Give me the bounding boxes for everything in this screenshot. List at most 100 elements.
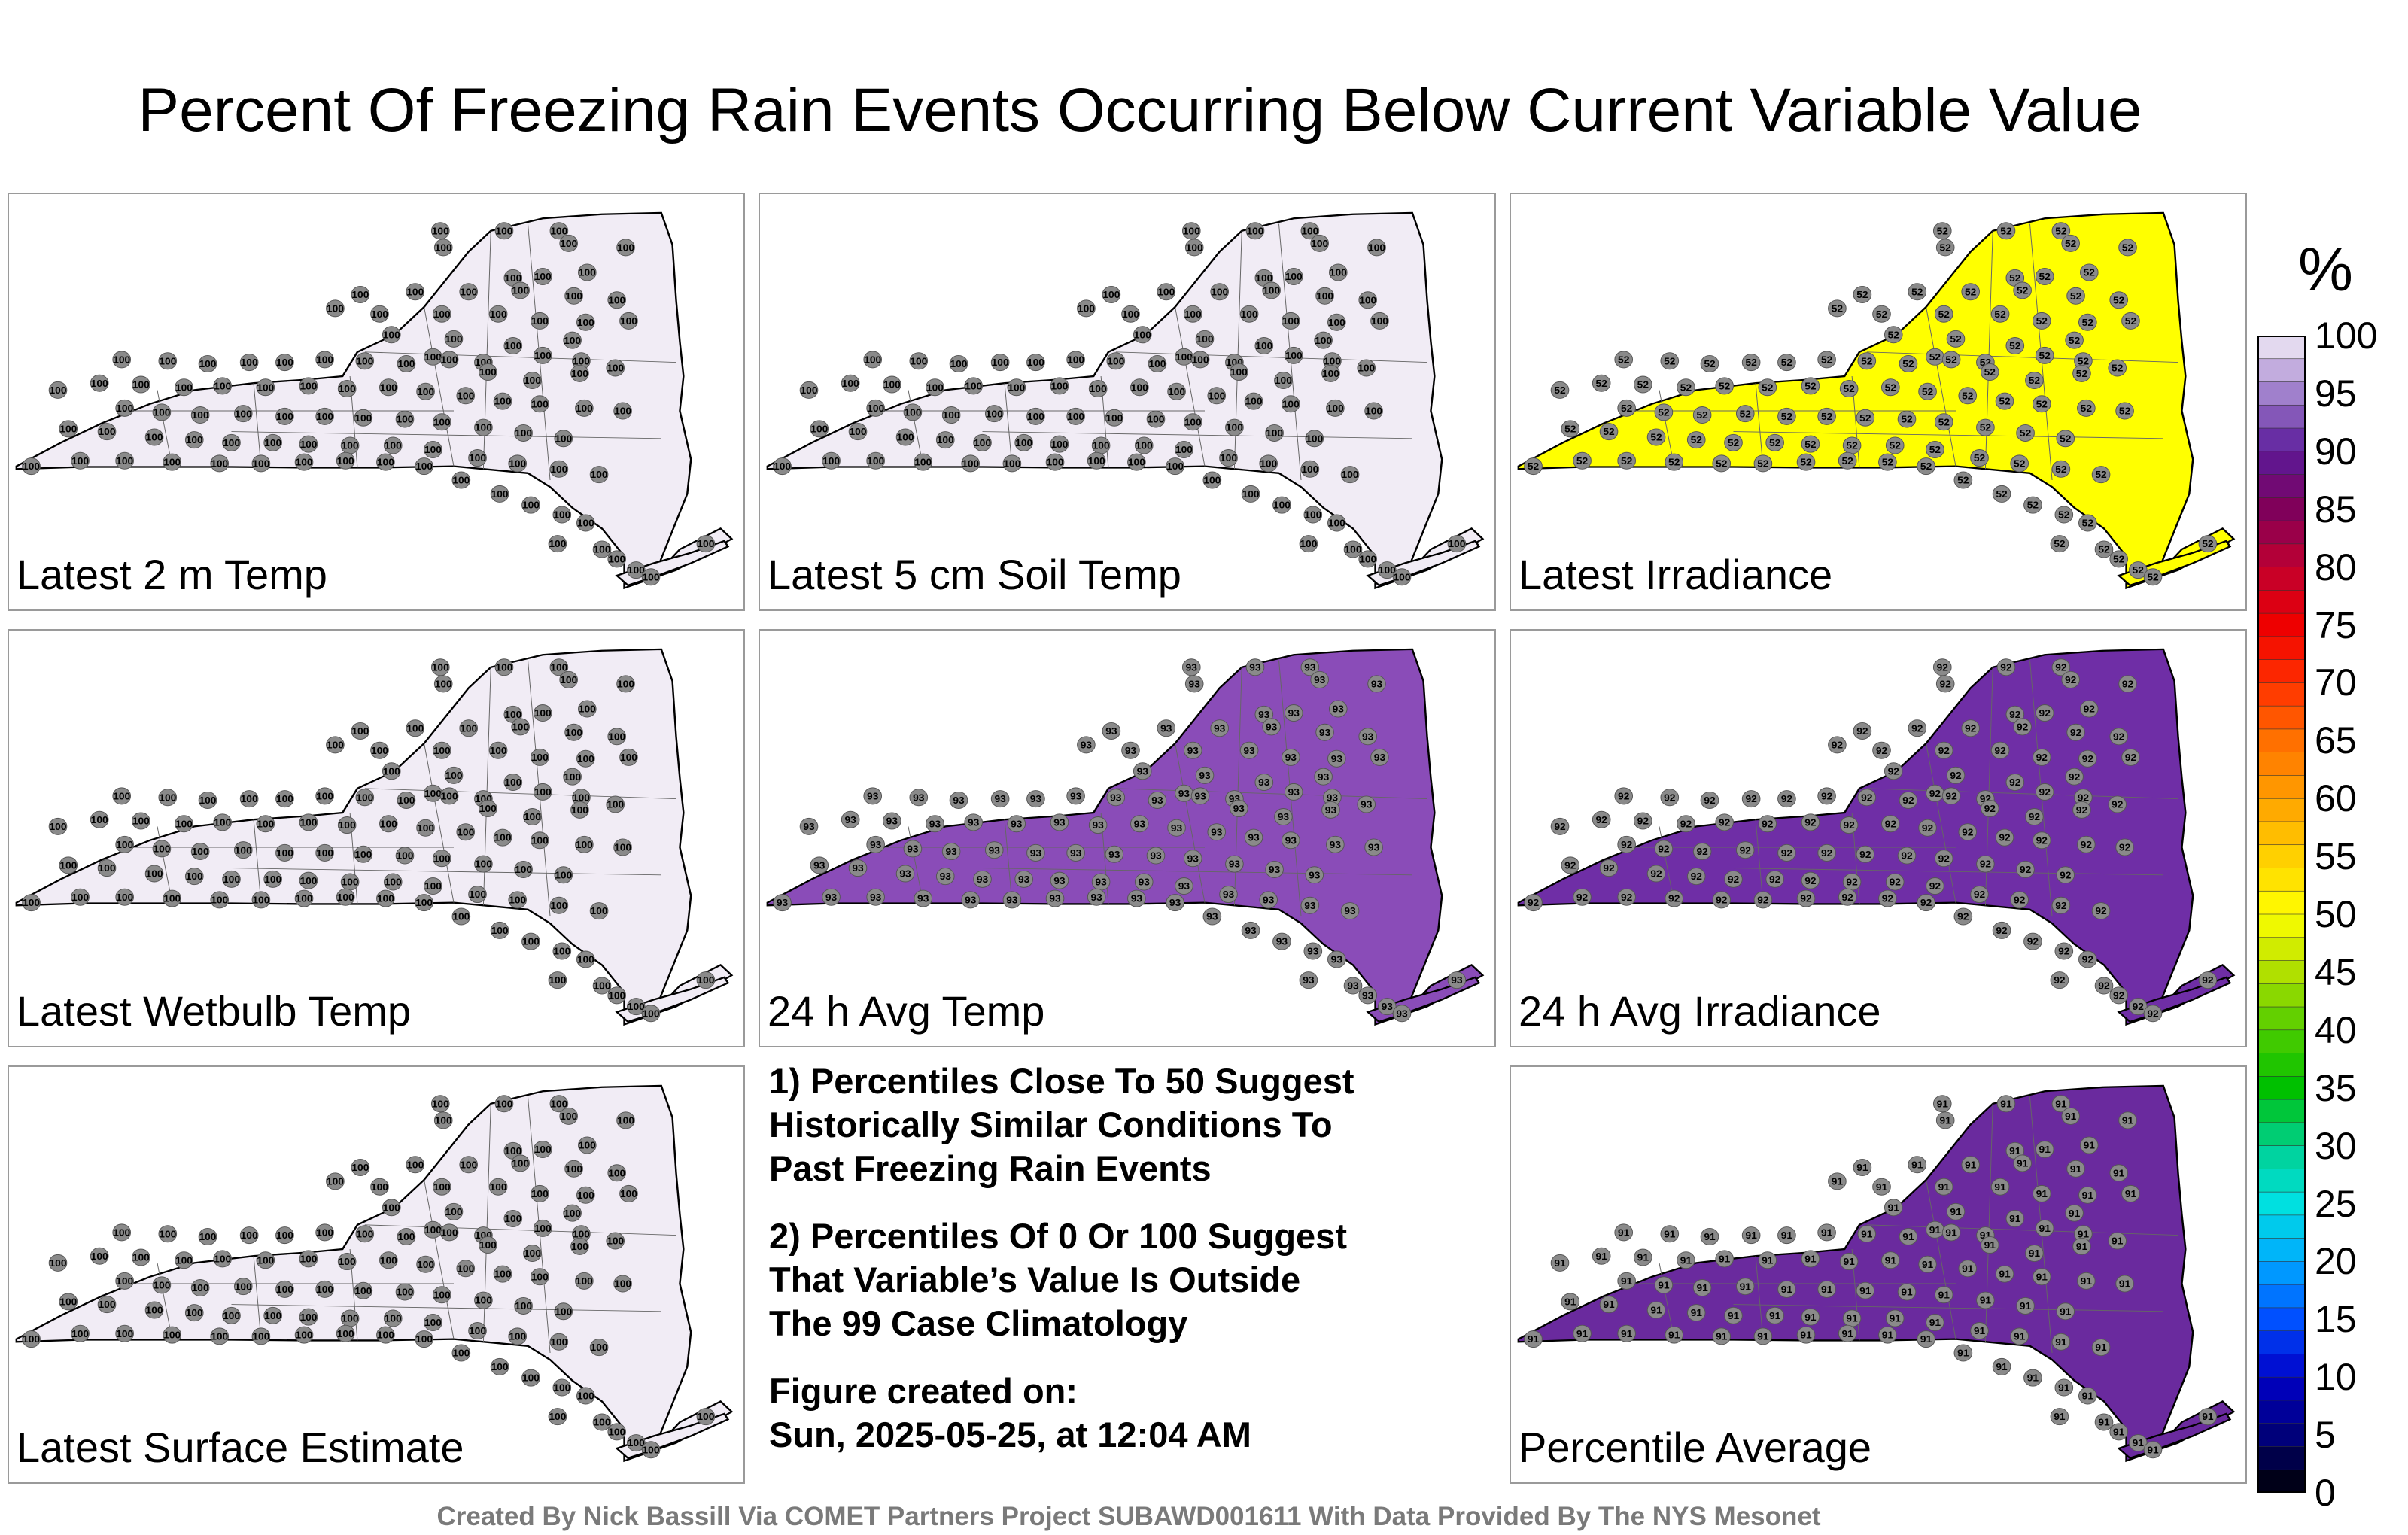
svg-text:91: 91 bbox=[2055, 1099, 2067, 1109]
station-marker: 100 bbox=[592, 977, 612, 995]
station-marker: 100 bbox=[184, 868, 204, 886]
station-marker: 100 bbox=[577, 263, 597, 281]
svg-text:92: 92 bbox=[2055, 662, 2066, 673]
svg-text:91: 91 bbox=[2078, 1229, 2090, 1239]
svg-text:100: 100 bbox=[573, 792, 590, 803]
station-marker: 100 bbox=[914, 453, 933, 471]
svg-text:52: 52 bbox=[1528, 461, 1539, 472]
station-marker: 91 bbox=[1839, 1253, 1859, 1271]
svg-text:91: 91 bbox=[2060, 1306, 2072, 1317]
svg-text:93: 93 bbox=[913, 792, 924, 803]
svg-text:93: 93 bbox=[929, 819, 941, 829]
svg-text:100: 100 bbox=[371, 309, 388, 319]
svg-text:92: 92 bbox=[2060, 870, 2071, 880]
svg-text:91: 91 bbox=[1885, 1255, 1897, 1266]
svg-text:52: 52 bbox=[1980, 422, 1991, 433]
station-marker: 100 bbox=[1314, 331, 1333, 349]
svg-text:92: 92 bbox=[1974, 889, 1985, 900]
station-marker: 100 bbox=[395, 1283, 415, 1301]
svg-text:100: 100 bbox=[1226, 422, 1243, 433]
svg-text:100: 100 bbox=[116, 455, 133, 466]
station-marker: 91 bbox=[2035, 1141, 2054, 1159]
station-marker: 91 bbox=[1524, 1330, 1543, 1348]
station-marker: 92 bbox=[2108, 795, 2127, 813]
svg-text:91: 91 bbox=[1603, 1299, 1615, 1310]
map-panel-latest-wetbulb-temp: 100 100 100 100 100 100 100 100 100 100 100 100 100 1… bbox=[8, 629, 745, 1047]
station-marker: 52 bbox=[2091, 466, 2111, 484]
station-marker: 52 bbox=[1686, 431, 1706, 449]
svg-text:100: 100 bbox=[469, 453, 486, 464]
svg-text:100: 100 bbox=[252, 895, 269, 905]
svg-text:93: 93 bbox=[1344, 906, 1355, 916]
svg-text:91: 91 bbox=[2036, 1272, 2048, 1282]
colorbar-segment bbox=[2258, 1446, 2306, 1471]
svg-text:100: 100 bbox=[576, 839, 593, 850]
svg-text:92: 92 bbox=[2125, 752, 2136, 762]
station-marker: 52 bbox=[1917, 457, 1935, 476]
station-marker: 92 bbox=[2074, 789, 2093, 807]
station-marker: 100 bbox=[1183, 413, 1202, 431]
svg-text:100: 100 bbox=[1211, 287, 1228, 297]
station-marker: 91 bbox=[1857, 1225, 1877, 1243]
station-marker: 93 bbox=[810, 856, 829, 874]
svg-text:100: 100 bbox=[1448, 539, 1465, 549]
station-marker: 100 bbox=[523, 1245, 542, 1263]
station-marker: 100 bbox=[641, 568, 661, 586]
station-marker: 100 bbox=[1210, 283, 1230, 301]
station-marker: 100 bbox=[494, 222, 514, 240]
station-marker: 100 bbox=[416, 819, 435, 837]
station-marker: 92 bbox=[2079, 700, 2099, 718]
svg-text:100: 100 bbox=[327, 1176, 344, 1187]
station-marker: 52 bbox=[1934, 413, 1953, 431]
station-marker: 93 bbox=[1102, 722, 1121, 740]
svg-text:52: 52 bbox=[1576, 455, 1588, 466]
station-marker: 93 bbox=[961, 891, 981, 909]
station-marker: 100 bbox=[416, 382, 435, 400]
svg-text:100: 100 bbox=[491, 488, 509, 499]
station-marker: 52 bbox=[2128, 561, 2148, 579]
station-marker: 93 bbox=[1077, 736, 1096, 754]
station-marker: 100 bbox=[315, 407, 334, 425]
station-marker: 92 bbox=[1646, 865, 1666, 883]
station-marker: 100 bbox=[563, 331, 582, 349]
svg-text:52: 52 bbox=[1762, 382, 1773, 393]
station-marker: 100 bbox=[198, 791, 217, 809]
svg-text:92: 92 bbox=[1821, 791, 1832, 801]
station-marker: 91 bbox=[1801, 1308, 1820, 1326]
station-marker: 92 bbox=[1980, 799, 1999, 817]
station-marker: 100 bbox=[424, 441, 442, 459]
colorbar-segment bbox=[2258, 1006, 2306, 1031]
county-line bbox=[1115, 351, 1427, 363]
svg-text:92: 92 bbox=[1996, 925, 2007, 935]
svg-text:92: 92 bbox=[1621, 839, 1632, 850]
station-marker: 91 bbox=[1700, 1227, 1719, 1245]
station-marker: 100 bbox=[383, 1309, 403, 1327]
station-marker: 52 bbox=[1838, 451, 1857, 470]
station-marker: 92 bbox=[2118, 675, 2137, 693]
station-marker: 91 bbox=[2066, 1160, 2085, 1178]
svg-text:100: 100 bbox=[579, 267, 596, 278]
station-marker: 100 bbox=[523, 808, 542, 826]
station-marker: 100 bbox=[1377, 561, 1397, 579]
station-marker: 52 bbox=[1801, 377, 1820, 395]
svg-text:52: 52 bbox=[1696, 410, 1707, 421]
svg-text:52: 52 bbox=[1876, 309, 1887, 319]
svg-text:100: 100 bbox=[550, 662, 567, 673]
svg-text:93: 93 bbox=[1187, 853, 1199, 864]
station-marker: 100 bbox=[1262, 281, 1281, 299]
county-line bbox=[1659, 826, 1675, 903]
svg-text:52: 52 bbox=[1882, 457, 1893, 467]
station-marker: 100 bbox=[589, 902, 609, 920]
svg-text:100: 100 bbox=[433, 853, 451, 864]
svg-text:100: 100 bbox=[522, 1372, 540, 1383]
station-marker: 100 bbox=[152, 403, 172, 421]
station-marker: 100 bbox=[433, 1111, 453, 1129]
svg-text:52: 52 bbox=[1974, 453, 1985, 464]
svg-text:100: 100 bbox=[614, 842, 631, 853]
station-marker: 100 bbox=[456, 823, 476, 841]
svg-text:100: 100 bbox=[383, 766, 400, 777]
station-marker: 100 bbox=[1045, 453, 1065, 471]
station-marker: 52 bbox=[1660, 352, 1680, 370]
colorbar-segment bbox=[2258, 1354, 2306, 1378]
station-marker: 100 bbox=[619, 312, 638, 330]
